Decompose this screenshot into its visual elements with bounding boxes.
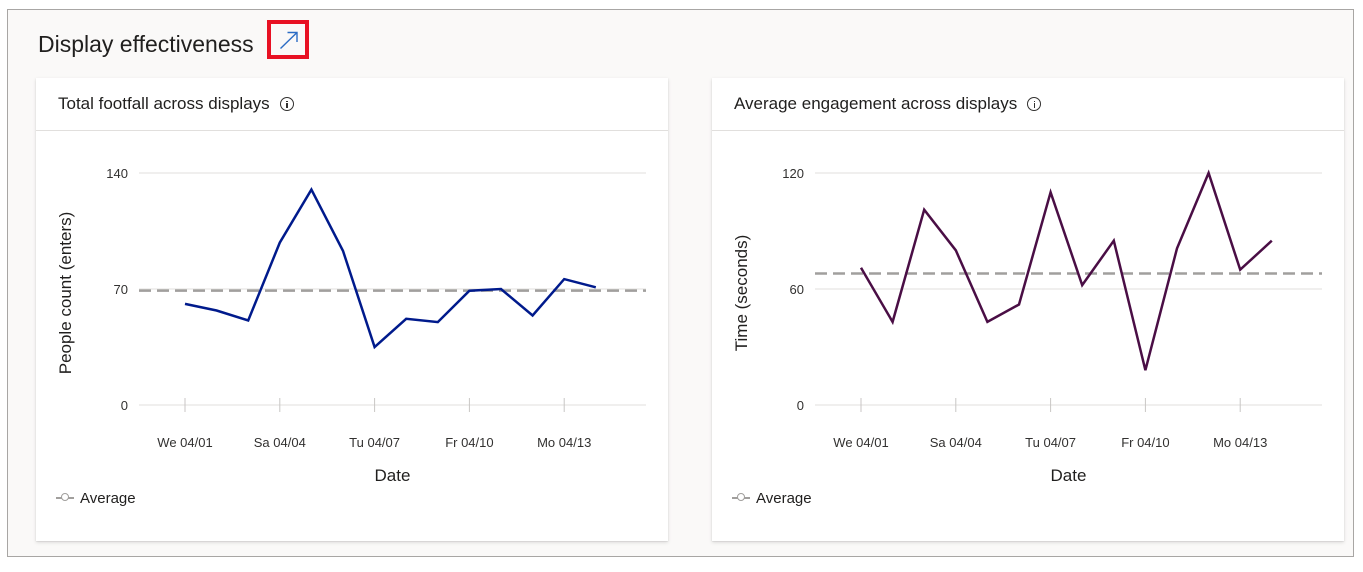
chart-legend[interactable]: Average [732,489,812,509]
x-tick-label: Mo 04/13 [537,435,591,450]
series-line [184,187,597,350]
y-axis-title: Time (seconds) [732,235,751,352]
y-axis-title: People count (enters) [56,212,75,375]
legend-label: Average [80,490,136,507]
x-axis-title: Date [375,466,411,485]
y-tick-label: 120 [782,166,804,181]
chart-legend[interactable]: Average [56,489,136,509]
x-tick-label: Sa 04/04 [254,435,306,450]
arrow-up-right-icon [280,31,298,50]
card-title: Average engagement across displays [734,94,1018,113]
footfall-line-chart: 0 70 140 We 04/01 Sa 04/04 Tu 04/07 Fr 04/10 Mo… [56,166,646,485]
footfall-card: Total footfall across displays 0 70 140 We … [36,78,668,541]
info-icon[interactable] [1027,97,1042,111]
x-tick-label: We 04/01 [157,435,212,450]
display-effectiveness-panel: Display effectiveness Total footfall acr… [7,9,1354,557]
y-tick-label: 0 [797,398,804,413]
x-tick-label: Fr 04/10 [445,435,493,450]
y-tick-label: 60 [790,282,804,297]
x-tick-label: Sa 04/04 [930,435,982,450]
info-icon[interactable] [279,97,294,111]
legend-label: Average [756,490,812,507]
x-tick-label: Tu 04/07 [349,435,400,450]
x-tick-label: Fr 04/10 [1121,435,1169,450]
engagement-card: Average engagement across displays 0 60 12… [712,78,1344,541]
engagement-line-chart: 0 60 120 We 04/01 Sa 04/04 Tu 04/07 Fr 04/10 Mo… [732,166,1322,485]
y-tick-label: 70 [114,282,128,297]
y-tick-label: 140 [106,166,128,181]
page-title: Display effectiveness [38,31,254,57]
x-tick-label: We 04/01 [833,435,888,450]
average-legend-marker [56,493,74,503]
card-header: Total footfall across displays [36,78,668,131]
average-legend-marker [732,493,750,503]
x-tick-label: Tu 04/07 [1025,435,1076,450]
x-tick-label: Mo 04/13 [1213,435,1267,450]
x-axis-title: Date [1051,466,1087,485]
card-title: Total footfall across displays [58,94,270,113]
series-line [859,169,1273,371]
card-header: Average engagement across displays [712,78,1344,131]
y-tick-label: 0 [121,398,128,413]
expand-button[interactable] [267,20,309,59]
